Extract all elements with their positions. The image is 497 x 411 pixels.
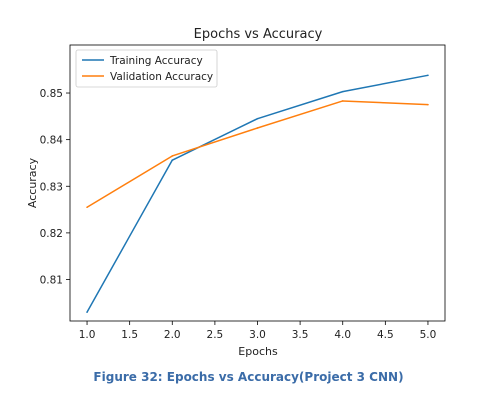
legend-label-validation: Validation Accuracy — [110, 71, 213, 83]
x-tick-label: 1.0 — [79, 329, 96, 341]
y-tick-label: 0.85 — [40, 88, 63, 100]
x-tick-label: 4.0 — [334, 329, 351, 341]
data-point-series-1-2 — [256, 127, 259, 129]
data-point-series-0-4 — [427, 74, 429, 77]
y-tick-label: 0.82 — [40, 228, 63, 240]
data-point-series-0-3 — [341, 90, 344, 93]
data-point-series-0-2 — [256, 117, 259, 120]
x-tick-label: 2.0 — [164, 329, 181, 341]
y-tick-label: 0.81 — [40, 275, 63, 287]
chart-title: Epochs vs Accuracy — [194, 27, 323, 42]
figure-background — [0, 0, 497, 370]
data-point-series-1-0 — [86, 206, 88, 209]
x-tick-label: 2.5 — [207, 329, 224, 341]
x-tick-label: 3.0 — [249, 329, 266, 341]
y-tick-label: 0.84 — [40, 135, 64, 147]
legend: Training Accuracy Validation Accuracy — [75, 49, 218, 88]
x-axis: 1.0 1.5 2.0 2.5 3.0 3.5 4.0 4.5 5.0 — [79, 321, 437, 341]
data-point-series-0-1 — [171, 159, 174, 161]
data-point-series-1-4 — [427, 103, 429, 106]
y-tick-label: 0.83 — [40, 181, 63, 193]
legend-box — [75, 49, 218, 88]
line-chart: Epochs vs Accuracy 1.0 1.5 2.0 2.5 3.0 3.5 4.0… — [0, 0, 497, 370]
x-tick-label: 3.5 — [292, 329, 309, 341]
x-tick-label: 4.5 — [377, 329, 394, 341]
y-axis-label: Accuracy — [26, 157, 39, 208]
data-point-series-1-1 — [171, 155, 174, 157]
data-point-series-1-3 — [341, 100, 344, 102]
data-point-series-0-0 — [86, 311, 88, 313]
y-axis: 0.81 0.82 0.83 0.84 0.85 — [40, 88, 70, 287]
x-tick-label: 5.0 — [420, 329, 437, 341]
plot-area — [86, 74, 429, 313]
figure-caption: Figure 32: Epochs vs Accuracy(Project 3 … — [93, 370, 404, 384]
x-tick-label: 1.5 — [121, 329, 138, 341]
legend-label-training: Training Accuracy — [109, 55, 203, 67]
x-axis-label: Epochs — [238, 345, 278, 358]
